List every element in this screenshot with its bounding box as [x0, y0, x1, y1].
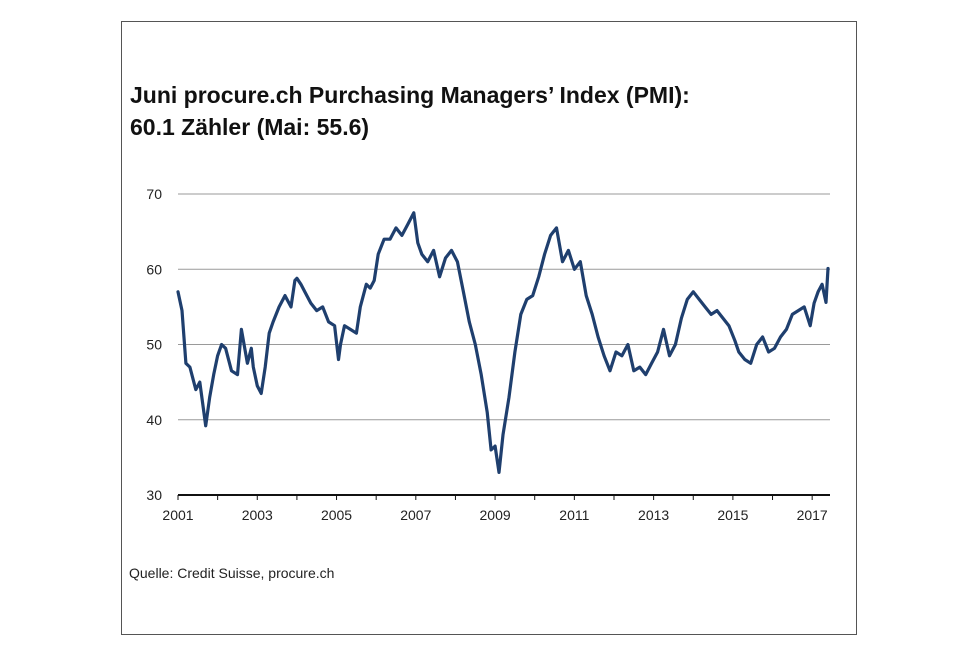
x-tick-label: 2015: [717, 507, 748, 523]
chart-title: Juni procure.ch Purchasing Managers’ Ind…: [130, 79, 850, 143]
y-axis-ticks: 30 40 50 60 70: [146, 186, 162, 503]
x-tick-label: 2011: [559, 507, 589, 523]
y-tick-label: 70: [146, 186, 162, 202]
gridlines: [178, 193, 830, 421]
y-tick-label: 30: [146, 487, 162, 503]
x-axis-ticks: 2001 2003 2005 2007 2009 2011 2013 2015 2017: [162, 507, 828, 523]
x-tick-label: 2007: [400, 507, 431, 523]
chart-title-line-2: 60.1 Zähler (Mai: 55.6): [130, 114, 370, 140]
y-tick-label: 50: [146, 337, 162, 353]
chart-title-line-1: Juni procure.ch Purchasing Managers’ Ind…: [130, 82, 690, 108]
y-tick-label: 60: [146, 261, 162, 277]
x-axis: [177, 494, 830, 500]
x-tick-label: 2005: [321, 507, 352, 523]
source-note: Quelle: Credit Suisse, procure.ch: [129, 565, 335, 581]
chart-frame: Juni procure.ch Purchasing Managers’ Ind…: [121, 21, 857, 635]
x-tick-label: 2013: [638, 507, 669, 523]
y-tick-label: 40: [146, 412, 162, 428]
x-tick-label: 2001: [162, 507, 193, 523]
x-tick-label: 2009: [480, 507, 511, 523]
series-line-pmi: [176, 211, 830, 474]
x-tick-label: 2017: [797, 507, 828, 523]
x-tick-label: 2003: [242, 507, 273, 523]
